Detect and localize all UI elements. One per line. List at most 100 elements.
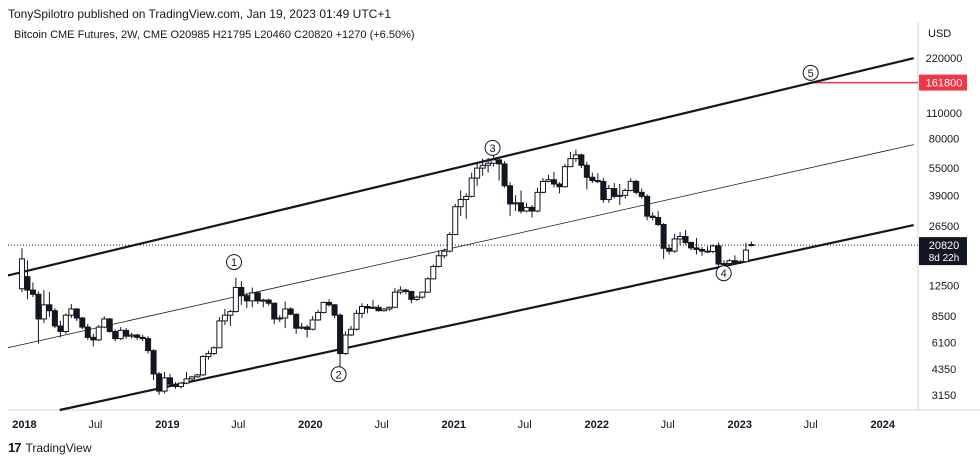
candle-down — [589, 176, 596, 182]
candle-down — [731, 260, 738, 264]
candle-up — [726, 260, 733, 265]
candle-up — [430, 265, 437, 280]
candle-down — [638, 191, 645, 197]
candle-up — [210, 347, 217, 355]
candle-up — [709, 245, 716, 253]
candle-up — [298, 326, 305, 329]
candle-up — [199, 356, 206, 376]
candle-up — [616, 194, 623, 197]
candle-up — [424, 278, 431, 293]
candle-down — [79, 317, 86, 328]
price-axis-unit: USD — [928, 28, 951, 40]
candle-up — [627, 180, 634, 191]
candle-down — [633, 180, 640, 193]
candle-down — [704, 250, 711, 253]
annotation-label-1: 1 — [231, 257, 237, 269]
candle-up — [441, 250, 448, 257]
candle-up — [95, 326, 102, 341]
candle-up — [572, 154, 579, 160]
candle-up — [391, 291, 398, 308]
annotation-label-5: 5 — [808, 68, 814, 80]
candle-down — [364, 305, 371, 309]
candle-up — [512, 202, 519, 205]
candle-down — [304, 326, 311, 330]
candle-up — [276, 317, 283, 320]
target-price-label-bg — [919, 74, 967, 91]
candle-down — [35, 293, 42, 320]
candle-up — [101, 318, 108, 328]
candle-down — [507, 185, 514, 205]
candle-down — [496, 159, 503, 165]
price-tick-label: 39000 — [929, 190, 960, 202]
price-tick-label: 12500 — [929, 281, 960, 293]
candle-up — [457, 199, 464, 208]
candle-down — [649, 215, 656, 218]
candle-up — [68, 308, 75, 316]
time-tick-label: 2018 — [12, 419, 36, 431]
candle-up — [386, 306, 393, 310]
tradingview-footer[interactable]: 17 TradingView — [8, 440, 92, 455]
published-by-line: TonySpilotro published on TradingView.co… — [8, 7, 392, 21]
candle-up — [413, 296, 420, 300]
tradingview-logo-icon: 17 — [8, 440, 22, 455]
candle-up — [369, 306, 376, 309]
candle-down — [518, 202, 525, 212]
candle-up — [194, 374, 201, 378]
candle-up — [485, 162, 492, 166]
candle-down — [501, 163, 508, 187]
candle-up — [117, 329, 124, 340]
candle-down — [150, 350, 157, 375]
time-tick-label: 2022 — [585, 419, 609, 431]
channel-line-upper — [7, 57, 914, 277]
candle-up — [561, 166, 568, 188]
candle-down — [57, 325, 64, 333]
candle-down — [238, 286, 245, 297]
candle-down — [172, 383, 179, 387]
candle-up — [358, 305, 365, 314]
candle-down — [688, 242, 695, 249]
candle-up — [205, 353, 212, 358]
candle-down — [73, 308, 80, 319]
candle-up — [435, 255, 442, 267]
price-tick-label: 220000 — [926, 53, 963, 65]
time-tick-label: Jul — [804, 419, 818, 431]
annotation-circle-4 — [715, 265, 732, 282]
annotation-circle-2 — [330, 366, 347, 383]
wave-annotations: 1 2 3 4 5 — [226, 64, 819, 383]
candle-up — [397, 289, 404, 293]
candle-down — [24, 276, 31, 291]
candle-up — [545, 179, 552, 182]
candle-up — [227, 311, 234, 316]
time-tick-label: 2024 — [871, 419, 896, 431]
candle-down — [529, 206, 536, 212]
candle-up — [342, 334, 349, 355]
candle-down — [243, 295, 250, 302]
candle-up — [446, 234, 453, 252]
price-tick-label: 80000 — [929, 133, 960, 145]
candle-down — [748, 243, 755, 246]
candle-up — [463, 195, 470, 201]
candle-up — [249, 292, 256, 302]
candle-down — [600, 180, 607, 201]
annotation-circle-3 — [484, 139, 501, 156]
candle-down — [167, 377, 174, 385]
price-tick-label: 26500 — [929, 221, 960, 233]
time-tick-label: 2019 — [155, 419, 179, 431]
candle-up — [18, 258, 25, 290]
candle-up — [348, 328, 355, 336]
candle-down — [402, 289, 409, 292]
candle-down — [682, 236, 689, 244]
footer-brand: TradingView — [25, 440, 92, 455]
candle-down — [106, 318, 113, 333]
candle-down — [594, 180, 601, 183]
candle-down — [666, 247, 673, 252]
candle-down — [408, 290, 415, 300]
channel-line-middle — [7, 144, 914, 349]
candle-down — [139, 336, 146, 340]
candle-up — [315, 311, 322, 321]
candle-down — [660, 224, 667, 249]
candle-up — [539, 180, 546, 193]
candle-down — [550, 179, 557, 185]
candle-down — [29, 289, 36, 295]
